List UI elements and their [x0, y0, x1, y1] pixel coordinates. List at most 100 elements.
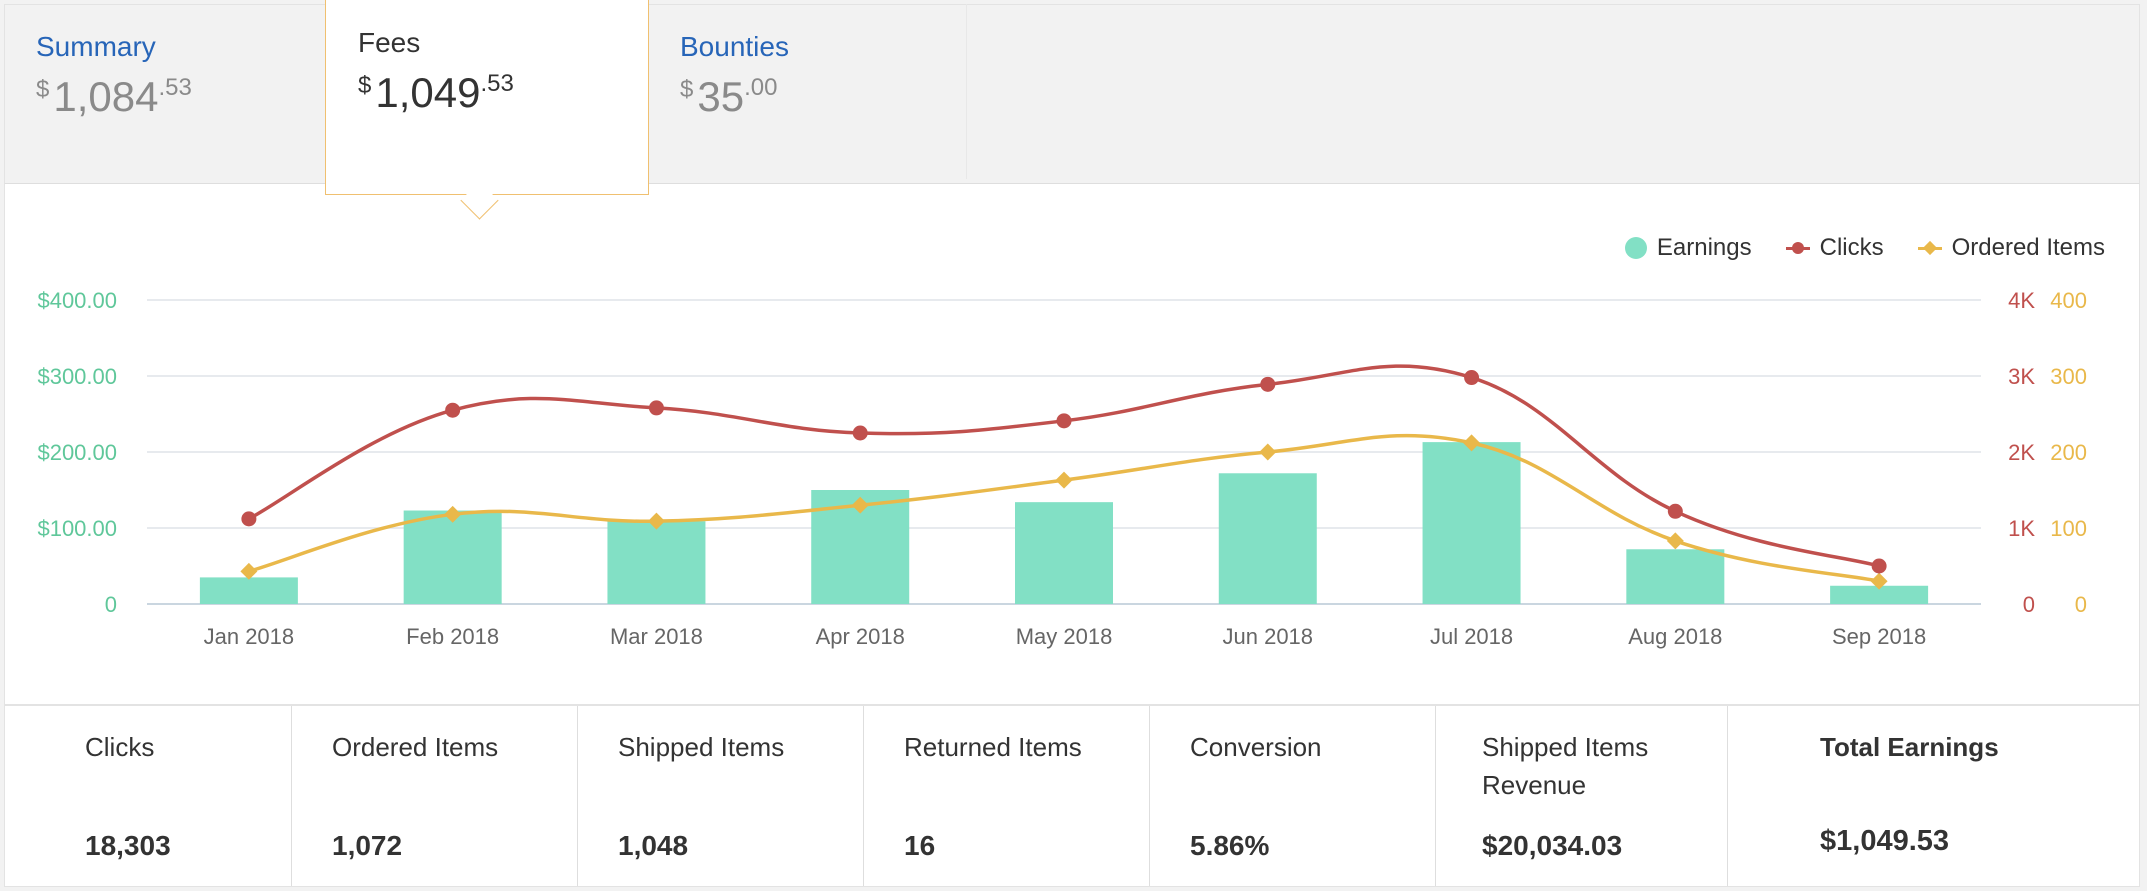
- metrics-row: Clicks 18,303 Ordered Items 1,072 Shippe…: [4, 705, 2140, 887]
- x-tick-label: May 2018: [1016, 624, 1113, 649]
- tab-fees[interactable]: Fees $ 1,049 .53: [325, 0, 649, 220]
- metric-shipped-items-revenue: Shipped Items Revenue $20,034.03: [1436, 706, 1728, 886]
- ordered-items-point: [1055, 471, 1073, 489]
- ordered-items-legend-icon: [1917, 240, 1942, 256]
- legend-ordered-items[interactable]: Ordered Items: [1917, 234, 2105, 262]
- tab-summary[interactable]: Summary $ 1,084 .53: [36, 4, 326, 184]
- metric-value: $20,034.03: [1482, 830, 1623, 861]
- metric-value: 18,303: [85, 830, 171, 861]
- legend-clicks[interactable]: Clicks: [1785, 234, 1884, 262]
- clicks-point: [852, 425, 868, 441]
- metric-ordered-items: Ordered Items 1,072: [292, 706, 578, 886]
- legend-earnings[interactable]: Earnings: [1624, 234, 1752, 262]
- y-right-clicks-tick-label: 2K: [2008, 440, 2035, 465]
- metric-label: Returned Items: [904, 732, 1082, 762]
- metric-label: Shipped Items Revenue: [1482, 732, 1649, 800]
- legend-label: Clicks: [1819, 234, 1884, 261]
- y-left-tick-label: $100.00: [37, 516, 117, 541]
- y-right-items-tick-label: 100: [2050, 516, 2087, 541]
- metric-clicks: Clicks 18,303: [5, 706, 292, 886]
- amount-whole: 1,084: [53, 73, 159, 120]
- amount-whole: 35: [697, 73, 745, 120]
- y-right-clicks-tick-label: 0: [2023, 592, 2035, 617]
- clicks-legend-icon: [1785, 240, 1810, 256]
- tab-bounties[interactable]: Bounties $ 35 .00: [680, 4, 970, 184]
- earnings-bar: [607, 521, 706, 604]
- amount-cents: .53: [158, 74, 192, 101]
- earnings-bar: [1422, 442, 1521, 604]
- ordered-items-point: [1259, 443, 1277, 461]
- clicks-point: [445, 402, 461, 418]
- earnings-legend-icon: [1624, 237, 1647, 259]
- y-left-tick-label: $400.00: [37, 288, 117, 313]
- metric-total-earnings: Total Earnings $1,049.53: [1728, 706, 2139, 886]
- y-left-tick-label: $300.00: [37, 364, 117, 389]
- clicks-point: [241, 511, 257, 527]
- metric-label: Conversion: [1190, 732, 1322, 762]
- earnings-chart: 0 0 0 $100.00 1K 100 $200.00 2K 200 $300.00 3K 300 $…: [37, 288, 2087, 649]
- currency-symbol: $: [358, 72, 372, 99]
- y-left-tick-label: 0: [105, 592, 117, 617]
- clicks-point: [1871, 558, 1887, 574]
- clicks-point: [1464, 370, 1480, 386]
- y-right-clicks-tick-label: 4K: [2008, 288, 2035, 313]
- x-tick-label: Apr 2018: [816, 624, 905, 649]
- chart-panel: 0 0 0 $100.00 1K 100 $200.00 2K 200 $300.00 3K 300 $…: [4, 184, 2140, 705]
- x-tick-label: Mar 2018: [610, 624, 703, 649]
- x-tick-label: Sep 2018: [1832, 624, 1926, 649]
- clicks-point: [648, 400, 664, 416]
- y-right-items-tick-label: 400: [2050, 288, 2087, 313]
- tab-summary-label: Summary: [36, 31, 156, 62]
- metric-value: 5.86%: [1190, 830, 1270, 861]
- y-left-tick-label: $200.00: [37, 440, 117, 465]
- tab-bounties-label: Bounties: [680, 31, 789, 62]
- y-right-items-tick-label: 200: [2050, 440, 2087, 465]
- y-right-clicks-tick-label: 1K: [2008, 516, 2035, 541]
- clicks-point: [1260, 376, 1276, 392]
- x-tick-label: Aug 2018: [1628, 624, 1722, 649]
- clicks-point: [1056, 413, 1072, 429]
- metric-label: Clicks: [85, 732, 155, 762]
- amount-whole: 1,049: [375, 69, 481, 116]
- legend-label: Ordered Items: [1951, 234, 2105, 261]
- amount-cents: .00: [744, 74, 778, 101]
- tab-fees-amount: $ 1,049 .53: [358, 70, 648, 116]
- ordered-items-point: [1870, 572, 1888, 590]
- metric-value: $1,049.53: [1820, 825, 1950, 857]
- earnings-bar: [1218, 473, 1317, 604]
- metric-value: 1,072: [332, 830, 403, 861]
- metric-label: Total Earnings: [1820, 732, 1999, 762]
- metric-label: Shipped Items: [618, 732, 785, 762]
- metric-value: 16: [904, 830, 936, 861]
- tab-fees-label: Fees: [358, 27, 421, 58]
- metric-label: Ordered Items: [332, 732, 499, 762]
- earnings-bar: [1830, 585, 1929, 604]
- legend-label: Earnings: [1656, 234, 1752, 261]
- earnings-bar: [403, 510, 502, 604]
- metric-shipped-items: Shipped Items 1,048: [578, 706, 864, 886]
- metric-conversion: Conversion 5.86%: [1150, 706, 1436, 886]
- ordered-items-point: [444, 505, 462, 523]
- x-tick-label: Jan 2018: [204, 624, 295, 649]
- tab-bounties-amount: $ 35 .00: [680, 74, 970, 120]
- earnings-bar: [1626, 549, 1725, 604]
- earnings-bar: [199, 577, 298, 604]
- amount-cents: .53: [480, 70, 514, 97]
- chart-legend: Earnings Clicks Ordered Items: [1624, 234, 2105, 262]
- y-right-items-tick-label: 0: [2075, 592, 2087, 617]
- ordered-items-point: [647, 512, 665, 530]
- ordered-items-point: [1666, 532, 1684, 550]
- currency-symbol: $: [680, 76, 694, 103]
- metric-returned-items: Returned Items 16: [864, 706, 1150, 886]
- x-tick-label: Jul 2018: [1430, 624, 1513, 649]
- y-right-clicks-tick-label: 3K: [2008, 364, 2035, 389]
- earnings-bar: [1015, 502, 1113, 604]
- metric-value: 1,048: [618, 830, 689, 861]
- tab-summary-amount: $ 1,084 .53: [36, 74, 326, 120]
- x-tick-label: Feb 2018: [406, 624, 499, 649]
- ordered-items-point: [240, 562, 258, 580]
- currency-symbol: $: [36, 76, 50, 103]
- tabs-divider: [966, 4, 967, 179]
- y-right-items-tick-label: 300: [2050, 364, 2087, 389]
- clicks-point: [1667, 503, 1683, 519]
